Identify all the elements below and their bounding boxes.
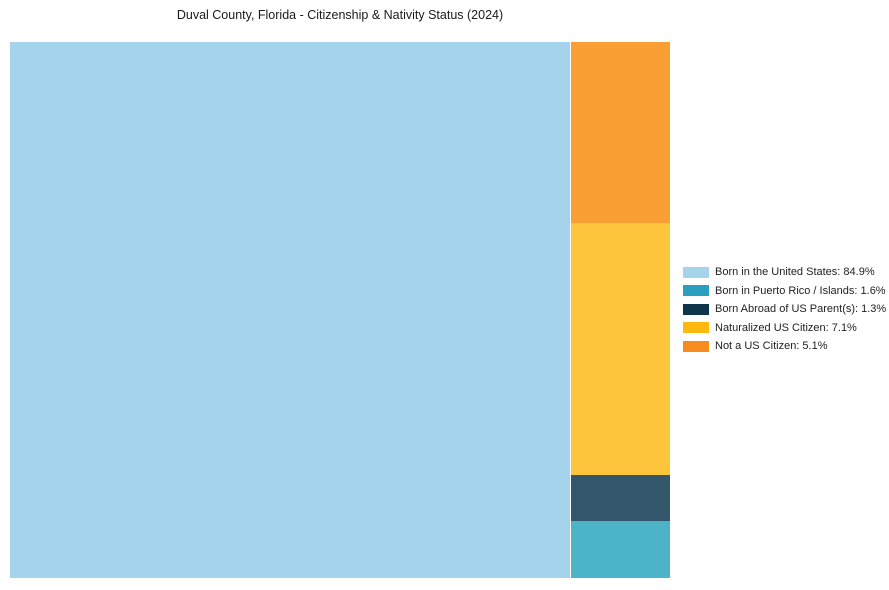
legend-item-born-abroad-of-us-parent-s: Born Abroad of US Parent(s): 1.3%: [683, 303, 886, 315]
legend-label: Naturalized US Citizen: 7.1%: [715, 321, 857, 334]
legend-item-born-in-the-united-states: Born in the United States: 84.9%: [683, 266, 886, 278]
treemap-rect-born-in-the-united-states: [10, 42, 570, 578]
legend-item-naturalized-us-citizen: Naturalized US Citizen: 7.1%: [683, 322, 886, 334]
legend-swatch: [683, 266, 709, 278]
legend-swatch: [683, 322, 709, 333]
treemap: [10, 42, 670, 578]
legend-swatch: [683, 303, 709, 315]
legend-swatch: [683, 340, 709, 352]
chart-title: Duval County, Florida - Citizenship & Na…: [176, 8, 504, 22]
legend-label: Born Abroad of US Parent(s): 1.3%: [715, 303, 887, 315]
treemap-rect-naturalized-us-citizen: [571, 223, 670, 475]
treemap-rect-born-abroad-of-us-parent-s: [571, 475, 670, 521]
treemap-rect-not-a-us-citizen: [571, 42, 670, 223]
legend: Born in the United States: 84.9% Born in …: [683, 266, 886, 359]
legend-item-not-a-us-citizen: Not a US Citizen: 5.1%: [683, 340, 886, 352]
legend-label: Born in Puerto Rico / Islands: 1.6%: [715, 284, 886, 297]
legend-label: Not a US Citizen: 5.1%: [715, 340, 828, 352]
treemap-rect-born-in-puerto-rico-islands: [571, 521, 670, 578]
legend-item-born-in-puerto-rico-islands: Born in Puerto Rico / Islands: 1.6%: [683, 285, 886, 297]
legend-swatch: [683, 285, 709, 296]
legend-label: Born in the United States: 84.9%: [715, 266, 875, 278]
